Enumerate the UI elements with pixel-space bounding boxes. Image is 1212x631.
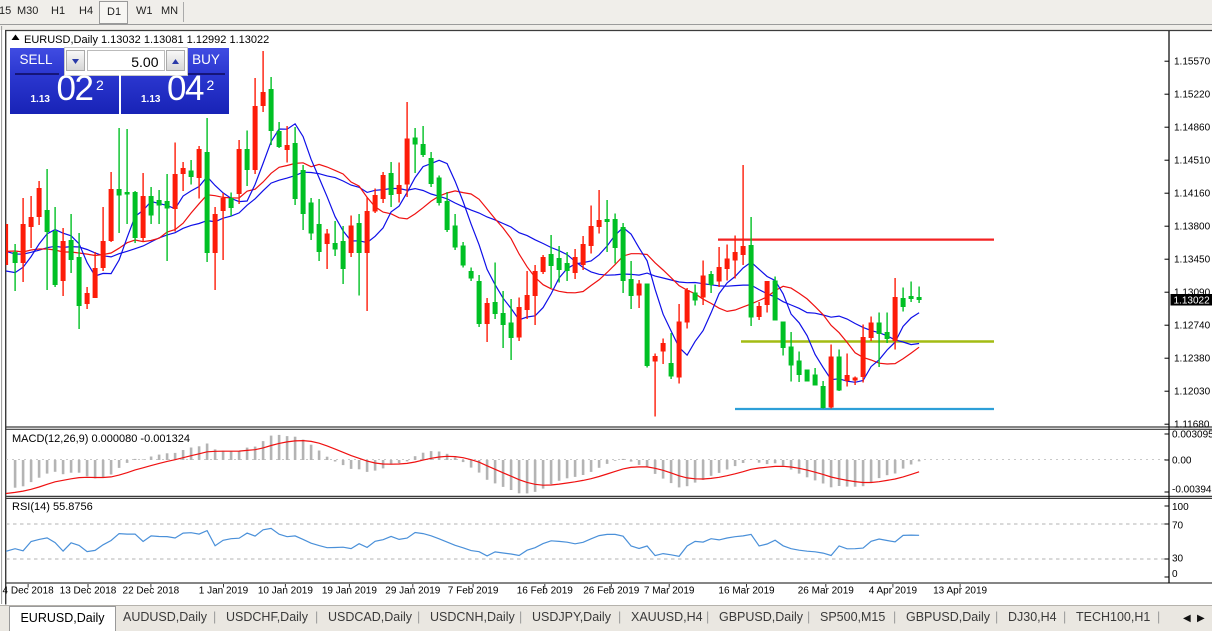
svg-text:13 Apr 2019: 13 Apr 2019: [933, 586, 987, 597]
svg-text:1.14160: 1.14160: [1174, 189, 1211, 200]
svg-text:1.15570: 1.15570: [1174, 57, 1211, 68]
svg-text:EURUSD,Daily 1.13032 1.13081: EURUSD,Daily 1.13032 1.13081 1.12992 1.1…: [24, 34, 269, 46]
svg-text:1.14510: 1.14510: [1174, 156, 1211, 167]
svg-text:1.15220: 1.15220: [1174, 90, 1211, 101]
svg-text:7 Feb 2019: 7 Feb 2019: [448, 586, 499, 597]
svg-text:1.13022: 1.13022: [1174, 296, 1211, 307]
svg-text:1.12380: 1.12380: [1174, 354, 1211, 365]
svg-text:MACD(12,26,9) 0.000080 -0.0013: MACD(12,26,9) 0.000080 -0.001324: [12, 433, 190, 445]
svg-text:26 Mar 2019: 26 Mar 2019: [798, 586, 855, 597]
svg-text:RSI(14) 55.8756: RSI(14) 55.8756: [12, 501, 93, 513]
svg-text:13 Dec 2018: 13 Dec 2018: [60, 586, 117, 597]
svg-text:70: 70: [1172, 521, 1184, 532]
svg-text:4 Dec 2018: 4 Dec 2018: [3, 586, 55, 597]
svg-text:29 Jan 2019: 29 Jan 2019: [385, 586, 440, 597]
svg-text:4 Apr 2019: 4 Apr 2019: [869, 586, 918, 597]
svg-text:22 Dec 2018: 22 Dec 2018: [123, 586, 180, 597]
svg-text:1.12030: 1.12030: [1174, 387, 1211, 398]
svg-text:0.00: 0.00: [1172, 456, 1192, 467]
svg-text:26 Feb 2019: 26 Feb 2019: [583, 586, 640, 597]
svg-text:1.13800: 1.13800: [1174, 222, 1211, 233]
svg-text:7 Mar 2019: 7 Mar 2019: [644, 586, 695, 597]
svg-text:30: 30: [1172, 554, 1184, 565]
svg-text:1 Jan 2019: 1 Jan 2019: [199, 586, 249, 597]
svg-text:10 Jan 2019: 10 Jan 2019: [258, 586, 313, 597]
svg-text:1.12740: 1.12740: [1174, 321, 1211, 332]
svg-text:16 Feb 2019: 16 Feb 2019: [517, 586, 574, 597]
svg-text:100: 100: [1172, 502, 1189, 513]
svg-text:0: 0: [1172, 569, 1178, 580]
svg-text:19 Jan 2019: 19 Jan 2019: [322, 586, 377, 597]
svg-text:16 Mar 2019: 16 Mar 2019: [718, 586, 775, 597]
svg-text:1.14860: 1.14860: [1174, 123, 1211, 134]
svg-text:1.13450: 1.13450: [1174, 255, 1211, 266]
svg-text:-0.003947: -0.003947: [1172, 485, 1212, 496]
svg-text:0.003095: 0.003095: [1172, 430, 1212, 441]
